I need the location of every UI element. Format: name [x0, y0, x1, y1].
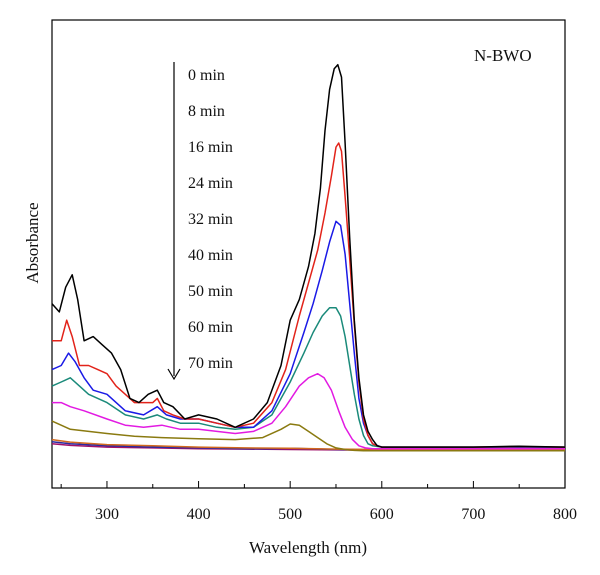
legend-label: 32 min [188, 211, 233, 228]
x-tick-label: 300 [95, 506, 119, 523]
x-tick-label: 600 [370, 506, 394, 523]
plot-frame [51, 19, 566, 489]
x-tick-label: 800 [553, 506, 577, 523]
decrease-arrow [167, 62, 181, 381]
series-line-50-min [51, 438, 565, 451]
series-line-0-min [51, 63, 566, 448]
legend-label: 0 min [188, 67, 225, 84]
legend-label: 60 min [188, 319, 233, 336]
series-line-40-min [51, 420, 565, 452]
x-axis-tick-labels: 300 400 500 600 700 800 [95, 506, 577, 523]
series-line-32-min [52, 372, 565, 450]
legend-label: 50 min [188, 283, 233, 300]
x-tick-label: 500 [278, 506, 302, 523]
legend-label: 70 min [188, 355, 233, 372]
legend: 0 min 8 min 16 min 24 min 32 min 40 min 50 min… [188, 67, 233, 372]
series-lines [51, 63, 566, 452]
arrow-head [167, 368, 181, 381]
x-tick-label: 700 [461, 506, 485, 523]
x-axis-ticks [60, 481, 566, 488]
x-tick-label: 400 [187, 506, 211, 523]
series-line-16-min [51, 220, 565, 448]
y-axis-title: Absorbance [23, 202, 42, 283]
x-axis-title: Wavelength (nm) [249, 538, 367, 557]
series-line-8-min [52, 142, 566, 448]
series-line-24-min [51, 307, 565, 448]
legend-label: 8 min [188, 103, 225, 120]
legend-label: 24 min [188, 175, 233, 192]
legend-label: 16 min [188, 139, 233, 156]
legend-label: 40 min [188, 247, 233, 264]
sample-label: N-BWO [474, 46, 532, 65]
